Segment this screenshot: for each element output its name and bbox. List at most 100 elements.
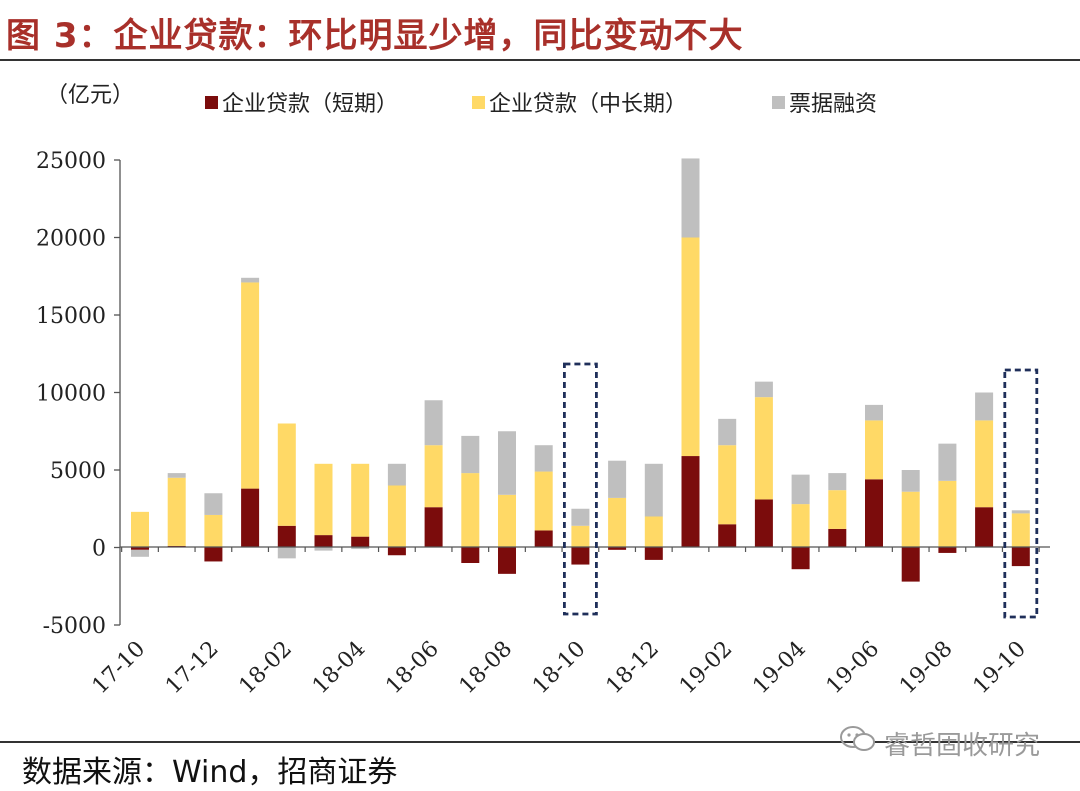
stacked-bar-chart: （亿元） 企业贷款（短期） 企业贷款（中长期） 票据融资 25000 20000 15000… <box>36 83 1050 700</box>
legend-swatch-0 <box>205 96 218 109</box>
bar-18-08-s0 <box>498 547 516 574</box>
bar-19-01-s2 <box>681 158 700 238</box>
bar-19-09-s1 <box>975 420 994 508</box>
bar-18-06-s2 <box>424 400 443 446</box>
bar-18-01-s1 <box>241 282 260 489</box>
bar-17-12-s0 <box>204 547 223 562</box>
bar-18-09-s2 <box>534 445 553 472</box>
bar-19-09-s2 <box>975 392 994 421</box>
legend-swatch-1 <box>472 96 485 109</box>
x-tick-label: 18-06 <box>381 637 444 700</box>
bar-19-06-s0 <box>865 479 883 548</box>
bar-18-12-s0 <box>644 547 663 560</box>
y-unit-label: （亿元） <box>46 83 134 108</box>
x-tick-label: 18-10 <box>528 637 591 700</box>
bar-18-02-s0 <box>277 525 296 548</box>
bar-19-08-s2 <box>938 443 957 481</box>
bar-19-04-s1 <box>791 504 810 548</box>
bar-18-12-s2 <box>644 463 663 517</box>
bar-18-03-s0 <box>314 535 333 548</box>
bar-17-10-s2 <box>131 549 149 557</box>
bar-19-01-s0 <box>681 456 700 548</box>
bar-18-11-s2 <box>608 460 627 498</box>
bar-19-04-s2 <box>791 474 810 505</box>
bar-18-01-s0 <box>241 488 260 548</box>
title-divider <box>0 59 1080 61</box>
bar-18-04-s0 <box>351 536 370 548</box>
bar-17-11-s2 <box>167 473 186 478</box>
x-tick-label: 19-04 <box>748 637 811 700</box>
source-divider <box>0 741 1080 743</box>
bar-19-07-s2 <box>901 470 920 492</box>
y-tick-label: 15000 <box>36 304 106 329</box>
x-tick-label: 19-08 <box>895 637 958 700</box>
bar-18-06-s0 <box>424 507 443 548</box>
bar-19-08-s0 <box>938 547 957 553</box>
bar-18-07-s2 <box>461 435 480 474</box>
bar-19-06-s1 <box>865 420 883 480</box>
wechat-icon <box>840 726 875 751</box>
y-tick-label: 10000 <box>36 382 106 407</box>
x-tick-label: 19-10 <box>969 637 1032 700</box>
bar-18-07-s1 <box>461 473 480 548</box>
x-tick-label: 19-02 <box>675 637 738 700</box>
bar-18-10-s1 <box>571 525 590 548</box>
bar-18-08-s2 <box>498 431 516 495</box>
y-tick-label: -5000 <box>43 614 106 639</box>
bar-19-04-s0 <box>791 547 810 570</box>
bar-17-10-s1 <box>131 511 149 548</box>
bar-18-11-s0 <box>608 547 627 550</box>
bar-18-01-s2 <box>241 277 260 283</box>
bar-18-05-s0 <box>387 547 406 556</box>
bar-18-02-s2 <box>277 547 296 559</box>
bar-17-12-s2 <box>204 493 223 515</box>
bar-19-02-s0 <box>718 524 737 548</box>
bar-18-04-s1 <box>351 463 370 537</box>
bar-19-07-s1 <box>901 491 920 548</box>
x-tick-label: 18-08 <box>455 637 518 700</box>
bar-18-03-s2 <box>314 547 333 551</box>
bar-19-03-s1 <box>754 397 773 500</box>
bar-19-06-s2 <box>865 404 883 421</box>
legend-label-2: 票据融资 <box>789 92 877 117</box>
bar-19-05-s2 <box>828 473 847 491</box>
legend-swatch-2 <box>772 96 785 109</box>
bar-19-08-s1 <box>938 480 957 548</box>
bar-18-04-s2 <box>351 547 370 550</box>
bar-19-10-s0 <box>1011 547 1030 567</box>
x-tick-label: 19-06 <box>822 637 885 700</box>
bar-18-08-s1 <box>498 494 516 548</box>
bar-18-11-s1 <box>608 497 627 548</box>
legend-label-0: 企业贷款（短期） <box>222 92 398 117</box>
y-tick-label: 25000 <box>36 149 106 174</box>
highlight-box-19-10 <box>1003 368 1039 619</box>
bar-17-10-s0 <box>131 547 149 550</box>
data-source: 数据来源：Wind，招商证券 <box>22 755 398 790</box>
bar-19-02-s2 <box>718 418 737 446</box>
bar-17-12-s1 <box>204 514 223 548</box>
bar-18-05-s2 <box>387 463 406 486</box>
bar-18-12-s1 <box>644 516 663 548</box>
bar-17-11-s1 <box>167 477 186 546</box>
x-tick-label: 18-04 <box>308 637 371 700</box>
x-tick-label: 18-02 <box>235 637 298 700</box>
bar-18-07-s0 <box>461 547 480 563</box>
legend-label-1: 企业贷款（中长期） <box>489 92 687 117</box>
bar-19-05-s1 <box>828 490 847 529</box>
bar-19-05-s0 <box>828 528 847 548</box>
y-tick-label: 0 <box>92 537 106 562</box>
bar-19-07-s0 <box>901 547 920 582</box>
y-tick-label: 20000 <box>36 227 106 252</box>
bar-18-03-s1 <box>314 463 333 536</box>
bar-18-02-s1 <box>277 423 296 526</box>
y-tick-label: 5000 <box>50 459 106 484</box>
bar-19-01-s1 <box>681 237 700 457</box>
bar-19-03-s0 <box>754 499 773 548</box>
watermark-text: 睿哲固收研究 <box>884 731 1041 761</box>
bar-18-09-s1 <box>534 471 553 531</box>
x-tick-label: 17-10 <box>88 637 151 700</box>
highlight-box-18-10 <box>563 362 598 616</box>
x-tick-label: 18-12 <box>602 637 665 700</box>
bar-19-10-s1 <box>1011 513 1030 548</box>
bar-19-02-s1 <box>718 445 737 525</box>
